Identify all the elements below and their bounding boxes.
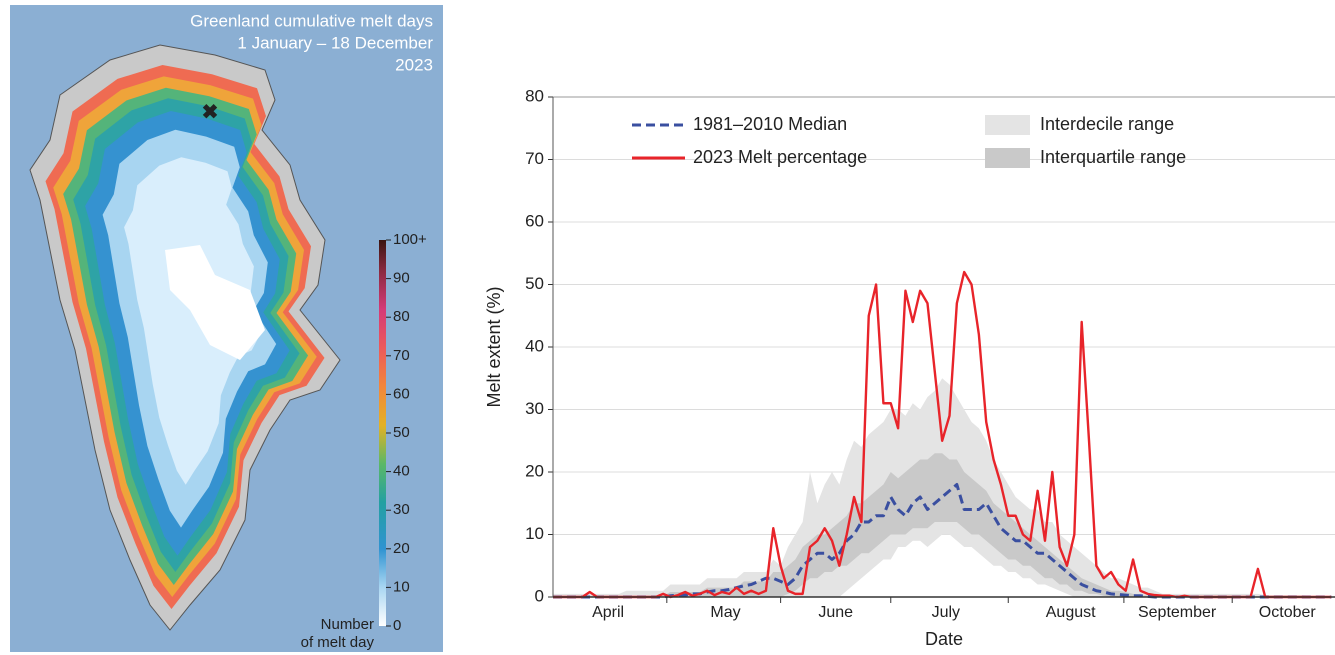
series-line	[553, 270, 1332, 599]
colorbar-label: Number	[321, 616, 374, 633]
legend-label: 2023 Melt percentage	[693, 147, 867, 167]
ice-core	[165, 245, 265, 360]
legend-label: Interquartile range	[1040, 147, 1186, 167]
map-title: Greenland cumulative melt days	[190, 11, 433, 30]
colorbar-tick-label: 100+	[393, 231, 427, 248]
x-tick-label: April	[592, 604, 624, 621]
colorbar	[379, 240, 386, 626]
map-panel: ✖	[10, 5, 443, 652]
map-title: 1 January – 18 December	[237, 33, 433, 52]
colorbar-tick-label: 50	[393, 424, 410, 441]
band-area	[553, 453, 1332, 597]
legend-swatch	[985, 148, 1030, 168]
y-tick-label: 60	[525, 211, 544, 230]
legend-swatch	[985, 115, 1030, 135]
colorbar-tick-label: 10	[393, 578, 410, 595]
y-tick-label: 20	[525, 461, 544, 480]
y-tick-label: 0	[535, 586, 544, 605]
colorbar-tick-label: 20	[393, 540, 410, 557]
colorbar-tick-label: 30	[393, 501, 410, 518]
y-tick-label: 40	[525, 336, 544, 355]
colorbar-tick-label: 60	[393, 385, 410, 402]
y-tick-label: 70	[525, 149, 544, 168]
x-tick-label: September	[1138, 604, 1217, 621]
map-title: 2023	[395, 55, 433, 74]
series-line	[553, 483, 1332, 599]
x-tick-label: June	[818, 604, 853, 621]
x-tick-label: October	[1259, 604, 1317, 621]
colorbar-tick-label: 40	[393, 463, 410, 480]
legend-label: 1981–2010 Median	[693, 114, 847, 134]
x-tick-label: August	[1046, 604, 1096, 621]
station-marker: ✖	[202, 101, 219, 123]
legend-label: Interdecile range	[1040, 114, 1174, 134]
y-tick-label: 30	[525, 399, 544, 418]
colorbar-tick-label: 80	[393, 308, 410, 325]
x-axis-title: Date	[925, 629, 963, 649]
x-tick-label: July	[932, 604, 960, 621]
y-tick-label: 50	[525, 274, 544, 293]
y-tick-label: 10	[525, 524, 544, 543]
x-tick-label: May	[710, 604, 740, 621]
colorbar-tick-label: 90	[393, 270, 410, 287]
y-tick-label: 80	[525, 86, 544, 105]
colorbar-tick-label: 70	[393, 347, 410, 364]
colorbar-label: of melt day	[301, 634, 375, 651]
y-axis-title: Melt extent (%)	[484, 286, 504, 407]
colorbar-tick-label: 0	[393, 617, 401, 634]
